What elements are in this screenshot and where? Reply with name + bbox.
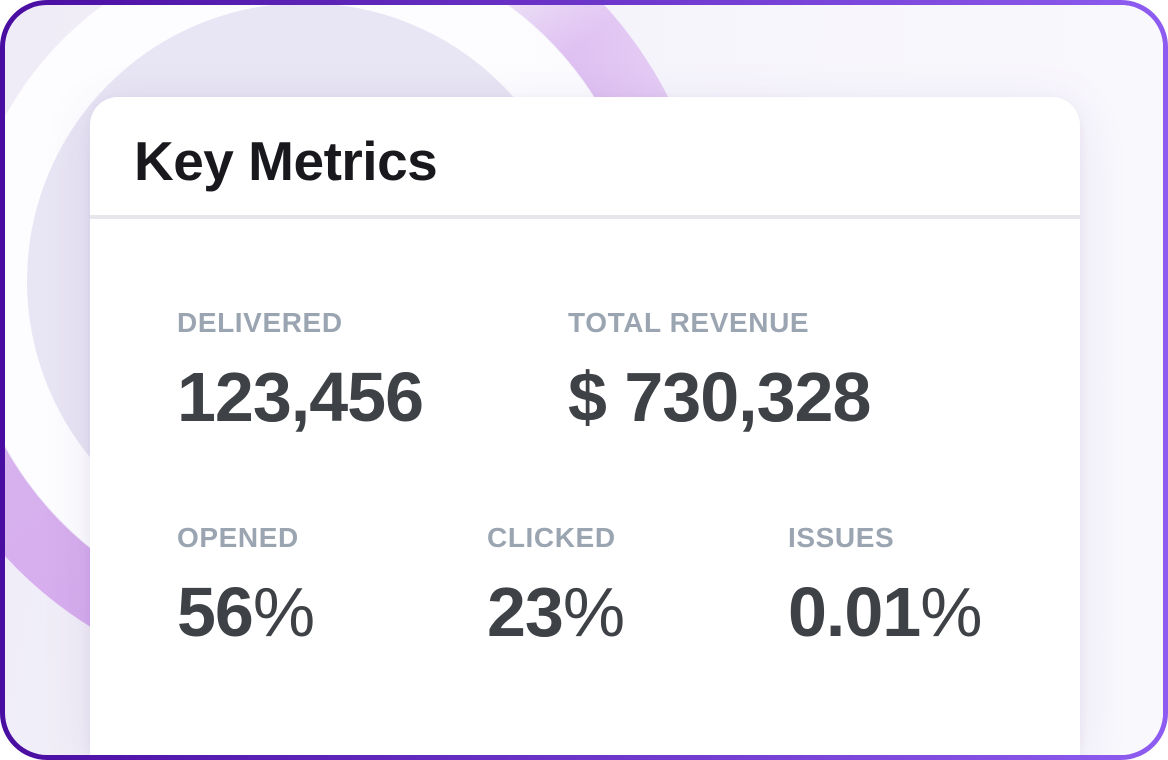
metric-value-number: 123,456: [177, 358, 424, 436]
metric-label: OPENED: [177, 522, 299, 553]
metric-value: $ 730,328: [568, 362, 993, 432]
metric-value-suffix: %: [562, 573, 626, 651]
metric-row-secondary: OPENED 56% CLICKED 23% ISSUES 0.01%: [177, 522, 993, 648]
card-title: Key Metrics: [134, 130, 438, 192]
metric-value: 0.01%: [788, 577, 993, 647]
metric-value: 56%: [177, 577, 487, 647]
metric-value-number: $ 730,328: [568, 358, 871, 436]
metric-total-revenue: TOTAL REVENUE $ 730,328: [568, 307, 993, 433]
metric-opened: OPENED 56%: [177, 522, 487, 648]
metric-delivered: DELIVERED 123,456: [177, 307, 568, 433]
metric-label: TOTAL REVENUE: [568, 307, 810, 338]
key-metrics-card: Key Metrics DELIVERED 123,456 TOTAL REVE…: [90, 97, 1080, 755]
metric-value-number: 56: [177, 573, 254, 651]
metric-label: CLICKED: [487, 522, 616, 553]
header-divider: [90, 215, 1080, 219]
metric-label: ISSUES: [788, 522, 895, 553]
card-body: DELIVERED 123,456 TOTAL REVENUE $ 730,32…: [90, 307, 1080, 648]
metric-value: 23%: [487, 577, 788, 647]
metric-value-number: 0.01: [788, 573, 921, 651]
background-panel: Key Metrics DELIVERED 123,456 TOTAL REVE…: [5, 5, 1163, 755]
metric-label: DELIVERED: [177, 307, 343, 338]
card-header: Key Metrics: [90, 97, 1080, 215]
metric-value-suffix: %: [252, 573, 316, 651]
metric-row-primary: DELIVERED 123,456 TOTAL REVENUE $ 730,32…: [177, 307, 993, 433]
metric-value-number: 23: [487, 573, 564, 651]
metric-clicked: CLICKED 23%: [487, 522, 788, 648]
metric-value-suffix: %: [920, 573, 983, 651]
metric-issues: ISSUES 0.01%: [788, 522, 993, 648]
metric-value: 123,456: [177, 362, 568, 432]
